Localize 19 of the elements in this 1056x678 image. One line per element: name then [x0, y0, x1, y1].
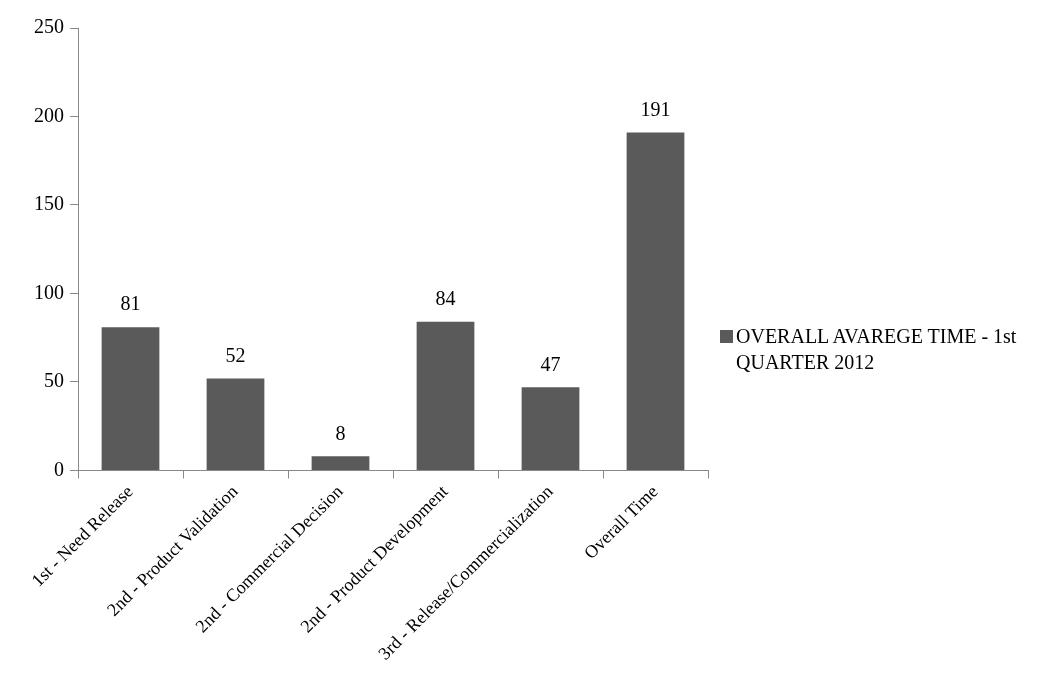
y-tick-label: 150: [34, 192, 64, 215]
data-label: 52: [225, 343, 246, 366]
y-tick-label: 250: [34, 15, 64, 38]
data-label: 81: [120, 292, 141, 315]
data-label: 84: [435, 287, 456, 310]
bar: [206, 378, 265, 470]
y-tick-label: 100: [34, 280, 64, 303]
bar: [101, 327, 160, 470]
data-label: 47: [540, 352, 561, 375]
bar: [626, 132, 685, 470]
y-tick-label: 200: [34, 103, 64, 126]
y-tick-label: 0: [54, 457, 64, 480]
bar: [311, 456, 370, 470]
data-label: 191: [640, 97, 671, 120]
bar: [416, 321, 475, 470]
data-label: 8: [335, 421, 346, 444]
y-tick-label: 50: [44, 369, 64, 392]
legend-label: OVERALL AVAREGE TIME - 1st QUARTER 2012: [736, 324, 1018, 375]
bar: [521, 387, 580, 470]
